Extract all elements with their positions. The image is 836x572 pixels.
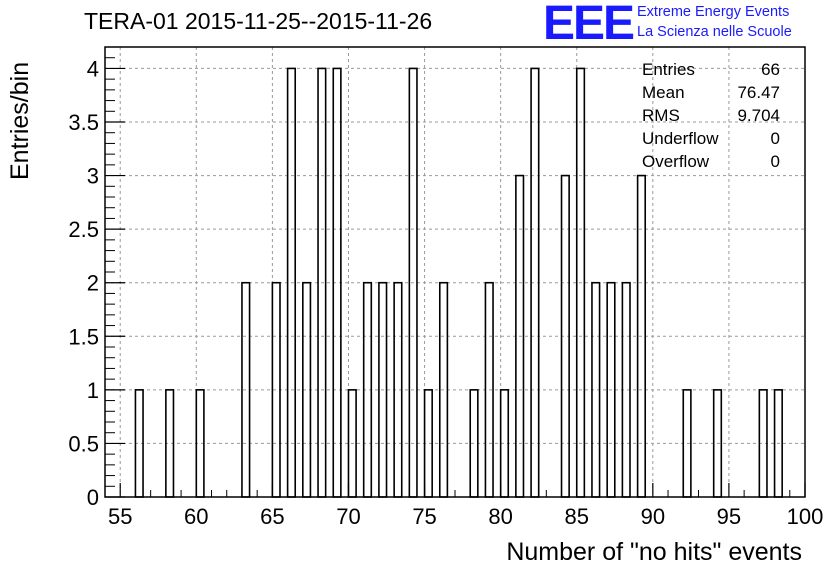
stat-mean: Mean 76.47 (642, 83, 780, 106)
chart-title: TERA-01 2015-11-25--2015-11-26 (84, 8, 433, 34)
eee-logo: EEE (543, 0, 635, 50)
x-tick-labels: 55 60 65 70 75 80 85 90 95 100 (108, 504, 823, 529)
x-axis-label: Number of "no hits" events (506, 538, 802, 566)
stats-box: Entries 66 Mean 76.47 RMS 9.704 Underflo… (642, 60, 780, 175)
stat-underflow-value: 0 (770, 129, 780, 148)
y-tick-label: 2 (87, 271, 99, 296)
stat-underflow: Underflow 0 (642, 129, 780, 152)
x-tick-label: 55 (108, 504, 132, 529)
y-tick-label: 3.5 (68, 110, 99, 135)
y-tick-label: 0.5 (68, 431, 99, 456)
stat-mean-label: Mean (642, 83, 685, 102)
x-tick-label: 75 (412, 504, 436, 529)
logo-caption-line1: Extreme Energy Events (637, 4, 790, 20)
stat-mean-value: 76.47 (737, 83, 780, 102)
y-tick-label: 0 (87, 485, 99, 510)
logo-caption-line2: La Scienza nelle Scuole (637, 24, 792, 40)
x-tick-label: 70 (336, 504, 360, 529)
stat-underflow-label: Underflow (642, 129, 719, 148)
x-tick-label: 90 (641, 504, 665, 529)
stat-entries: Entries 66 (642, 60, 780, 83)
x-tick-label: 100 (787, 504, 824, 529)
y-tick-label: 2.5 (68, 217, 99, 242)
stat-overflow-value: 0 (770, 152, 780, 171)
x-tick-label: 65 (260, 504, 284, 529)
stat-rms-value: 9.704 (737, 106, 780, 125)
x-tick-label: 95 (717, 504, 741, 529)
stat-overflow-label: Overflow (642, 152, 710, 171)
x-tick-label: 60 (184, 504, 208, 529)
x-tick-label: 80 (488, 504, 512, 529)
stat-entries-label: Entries (642, 60, 695, 79)
stat-rms: RMS 9.704 (642, 106, 780, 129)
x-tick-label: 85 (564, 504, 588, 529)
stat-overflow: Overflow 0 (642, 152, 780, 175)
y-axis-label: Entries/bin (6, 61, 34, 180)
axis-ticks (104, 46, 806, 498)
y-tick-label: 4 (87, 56, 99, 81)
y-tick-label: 1.5 (68, 324, 99, 349)
y-tick-label: 1 (87, 378, 99, 403)
stat-entries-value: 66 (761, 60, 780, 79)
y-tick-label: 3 (87, 164, 99, 189)
stat-rms-label: RMS (642, 106, 680, 125)
y-tick-labels: 0 0.5 1 1.5 2 2.5 3 3.5 4 (68, 56, 99, 510)
